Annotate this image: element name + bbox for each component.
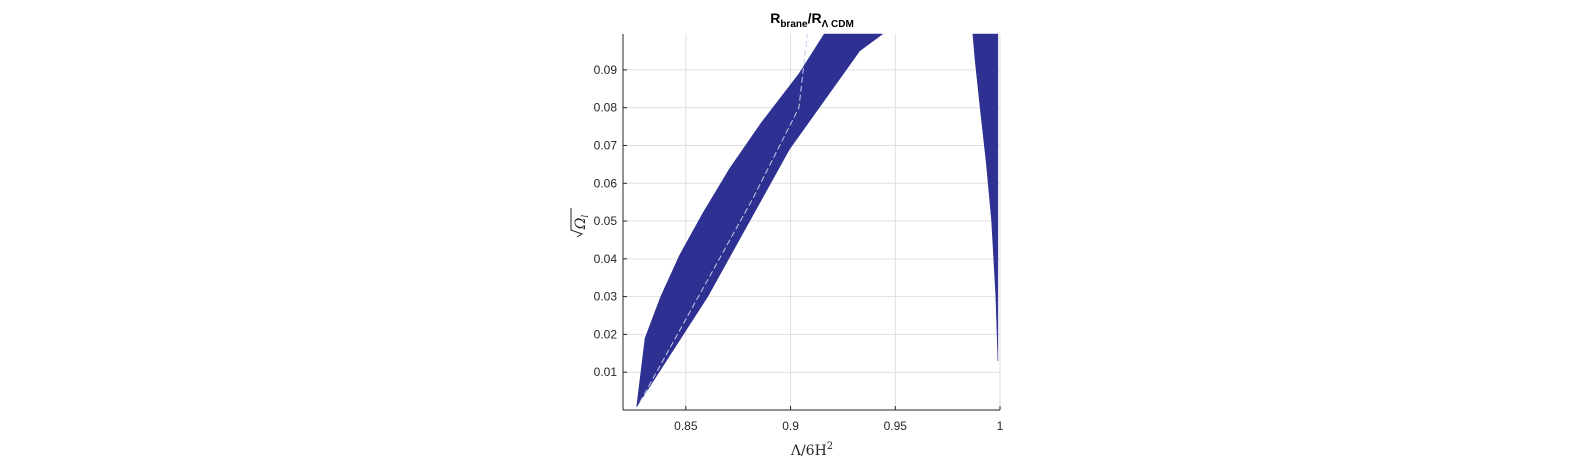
- title-sub-2: Λ CDM: [822, 19, 854, 30]
- y-axis-label-sub: l: [581, 215, 591, 218]
- x-axis-label-text: Λ/6H: [790, 443, 827, 459]
- x-tick-label-2: 0.95: [884, 419, 908, 433]
- y-tick-label-7: 0.08: [594, 101, 618, 115]
- y-tick-label-3: 0.04: [594, 252, 618, 266]
- y-axis-ticks: 0.01 0.02 0.03 0.04 0.05 0.06 0.07 0.08 0.09: [594, 63, 627, 379]
- filled-region-1: [972, 33, 999, 361]
- plot-area: [636, 33, 999, 408]
- sqrt-symbol: [570, 208, 584, 238]
- title-main-2: /R: [808, 10, 822, 26]
- y-tick-label-6: 0.07: [594, 138, 618, 152]
- y-tick-label-8: 0.09: [594, 63, 618, 77]
- title-main-1: R: [770, 10, 780, 26]
- svg-text:Ωl: Ωl: [573, 215, 591, 231]
- x-axis-label-sup: 2: [827, 441, 833, 452]
- y-tick-label-0: 0.01: [594, 365, 618, 379]
- y-tick-label-1: 0.02: [594, 327, 618, 341]
- x-axis-label: Λ/6H2: [790, 441, 833, 459]
- x-tick-label-1: 0.9: [782, 419, 799, 433]
- title-sub-1: brane: [780, 19, 808, 30]
- y-axis-label-text: Ω: [573, 217, 589, 230]
- y-tick-label-2: 0.03: [594, 290, 618, 304]
- x-axis-ticks: 0.85 0.9 0.95 1: [674, 406, 1004, 433]
- y-tick-label-4: 0.05: [594, 214, 618, 228]
- chart-title: Rbrane/RΛ CDM: [770, 10, 854, 30]
- y-tick-label-5: 0.06: [594, 176, 618, 190]
- y-axis-label: Ωl: [570, 208, 591, 238]
- x-tick-label-3: 1: [997, 419, 1004, 433]
- filled-region-0: [636, 33, 884, 408]
- x-tick-label-0: 0.85: [674, 419, 698, 433]
